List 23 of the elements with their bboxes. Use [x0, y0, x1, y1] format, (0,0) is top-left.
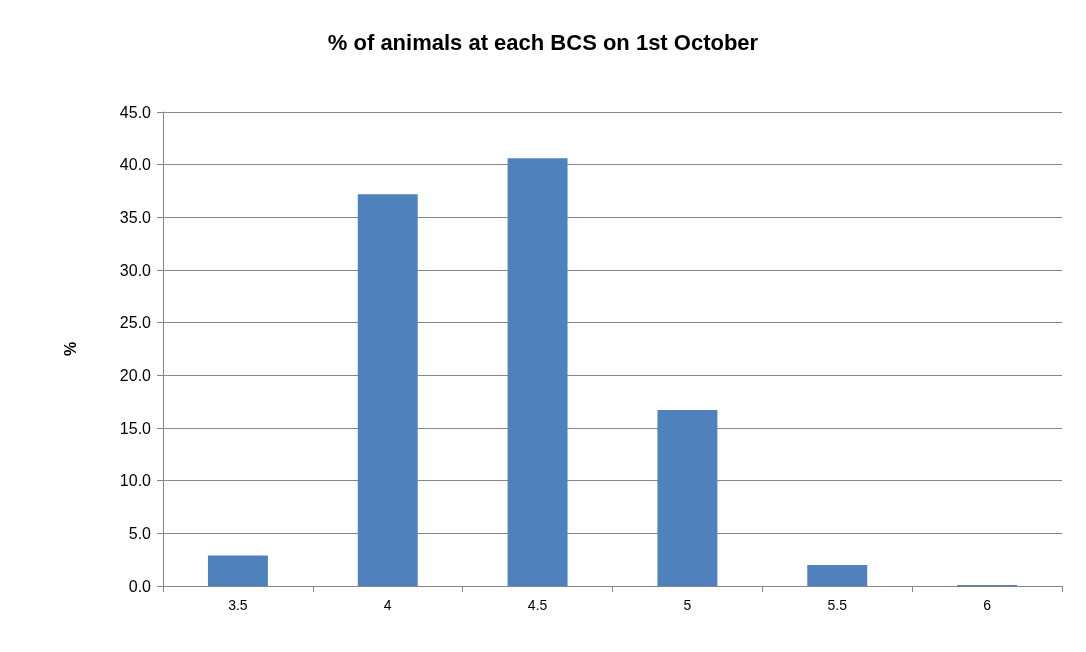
y-tick-label: 40.0: [119, 156, 152, 174]
x-tick-label: 5.5: [827, 597, 848, 613]
x-tick-label: 6: [983, 597, 992, 613]
y-tick-label: 35.0: [119, 208, 152, 226]
x-tick-label: 4.5: [527, 597, 548, 613]
x-tick-label: 4: [383, 597, 392, 613]
bar: [357, 194, 418, 586]
bar: [657, 410, 718, 586]
y-tick-label: 0.0: [128, 577, 152, 595]
y-tick-label: 15.0: [119, 419, 152, 437]
y-tick-label: 25.0: [119, 314, 152, 332]
chart-title: % of animals at each BCS on 1st October: [327, 29, 759, 55]
x-tick-label: 3.5: [228, 597, 248, 613]
y-tick-label: 5.0: [128, 524, 152, 542]
bar: [807, 564, 868, 586]
y-axis-title: %: [61, 341, 79, 357]
y-tick-label: 30.0: [119, 261, 152, 279]
y-tick-label: 20.0: [119, 366, 152, 384]
y-tick-label: 10.0: [119, 472, 152, 490]
x-tick-label: 5: [683, 597, 692, 613]
bar: [507, 158, 568, 586]
y-tick-label: 45.0: [119, 103, 152, 121]
bar: [207, 555, 268, 586]
